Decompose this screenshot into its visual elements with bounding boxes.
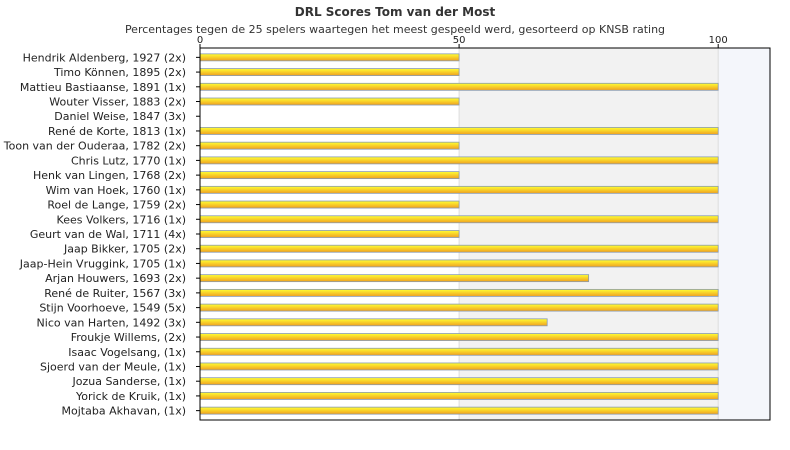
category-label: Roel de Lange, 1759 (2x) [47,199,186,212]
category-label: Daniel Weise, 1847 (3x) [54,110,186,123]
category-label: Toon van der Ouderaa, 1782 (2x) [3,140,186,153]
x-tick-label: 100 [709,35,728,46]
category-label: René de Korte, 1813 (1x) [48,125,186,138]
plot-band-mid [459,48,719,420]
category-label: Wouter Visser, 1883 (2x) [49,96,186,109]
category-label: Yorick de Kruik, (1x) [75,390,186,403]
bar [199,97,460,106]
chart-subtitle: Percentages tegen de 25 spelers waartege… [125,23,665,36]
bar [199,127,719,135]
bar [199,274,590,283]
plot-band-high [718,48,770,420]
plot-area: Hendrik Aldenberg, 1927 (2x) Timo Können,… [3,35,771,421]
category-label: Sjoerd van der Meule, (1x) [40,360,186,373]
bar [199,53,460,62]
bar [199,244,719,253]
category-label: Arjan Houwers, 1693 (2x) [45,272,186,285]
category-label: René de Ruiter, 1567 (3x) [44,287,186,300]
category-label: Timo Können, 1895 (2x) [53,66,186,79]
bar [199,200,460,209]
category-label: Jaap Bikker, 1705 (2x) [63,243,186,256]
x-tick-label: 50 [453,35,466,46]
category-label: Nico van Harten, 1492 (3x) [37,316,186,329]
bar [199,68,460,76]
category-label: Chris Lutz, 1770 (1x) [71,154,186,167]
bar [199,141,460,150]
plot-frame [199,47,771,421]
category-label: Henk van Lingen, 1768 (2x) [33,169,186,182]
category-label: Jaap-Hein Vruggink, 1705 (1x) [19,257,186,270]
bar [199,392,719,400]
category-label: Mattieu Bastiaanse, 1891 (1x) [20,81,186,94]
bar [199,406,719,415]
bar [199,318,548,327]
category-label: Stijn Voorhoeve, 1549 (5x) [39,302,186,315]
bar [199,230,460,238]
bar [199,333,719,341]
category-label: Geurt van de Wal, 1711 (4x) [30,228,186,241]
category-label: Jozua Sanderse, (1x) [71,375,186,388]
bar [199,288,719,297]
bar [199,303,719,312]
bar [199,259,719,268]
bar [199,377,719,386]
category-label: Froukje Willems, (2x) [71,331,186,344]
category-label: Hendrik Aldenberg, 1927 (2x) [23,51,186,64]
chart-title: DRL Scores Tom van der Most [295,5,496,19]
category-label: Mojtaba Akhavan, (1x) [62,405,186,418]
bar [199,215,719,224]
bar [199,347,719,356]
x-tick-label: 0 [197,35,203,46]
category-label: Kees Volkers, 1716 (1x) [57,213,186,226]
bar [199,185,719,194]
bar [199,171,460,180]
bar [199,362,719,371]
category-label: Wim van Hoek, 1760 (1x) [46,184,186,197]
category-label: Isaac Vogelsang, (1x) [68,346,186,359]
bar [199,156,719,165]
bar [199,82,719,91]
